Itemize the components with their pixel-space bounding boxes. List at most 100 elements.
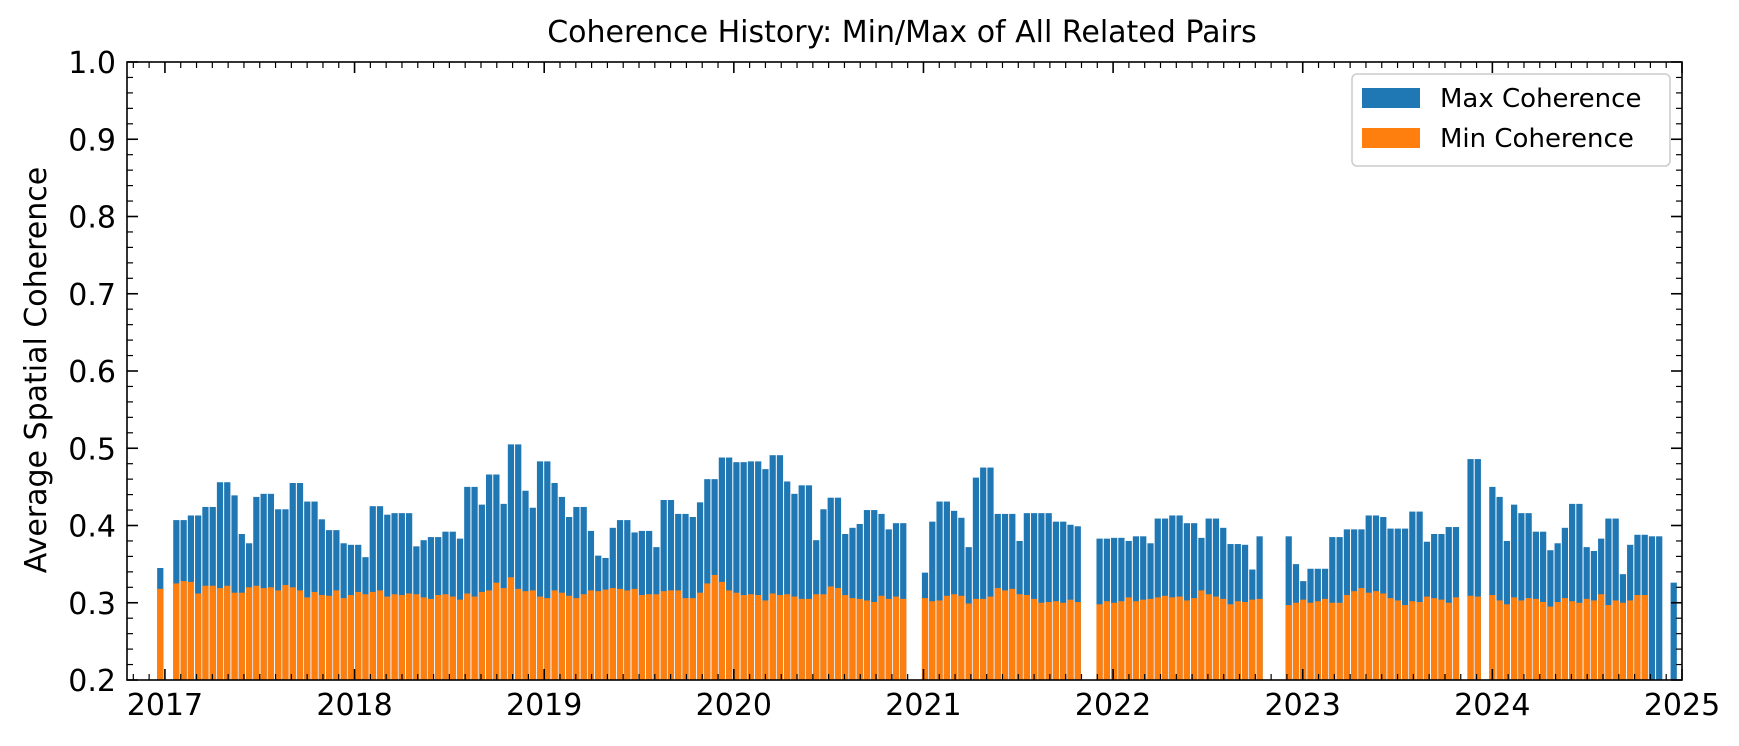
bar-min-192 — [1627, 600, 1634, 680]
bar-min-94 — [849, 598, 856, 680]
bar-min-169 — [1445, 602, 1452, 680]
bar-min-39 — [449, 596, 456, 680]
bar-min-115 — [1016, 594, 1023, 680]
bar-min-181 — [1547, 606, 1554, 680]
bar-max-19 — [304, 501, 311, 680]
bar-max-118 — [1038, 513, 1045, 680]
bar-min-194 — [1641, 595, 1648, 680]
bar-min-55 — [566, 595, 573, 680]
bar-min-180 — [1540, 601, 1547, 680]
bar-min-137 — [1191, 598, 1198, 680]
bar-min-161 — [1387, 598, 1394, 680]
bar-min-68 — [660, 591, 667, 680]
bar-min-41 — [464, 593, 471, 680]
bar-min-64 — [631, 588, 638, 680]
bar-min-44 — [486, 590, 493, 680]
legend-swatch-max — [1362, 88, 1420, 108]
bar-min-164 — [1409, 601, 1416, 680]
bar-min-31 — [391, 594, 398, 680]
bar-min-59 — [595, 591, 602, 680]
bar-min-158 — [1365, 592, 1372, 680]
bar-max-14 — [267, 493, 275, 680]
bar-min-17 — [289, 587, 296, 680]
bar-min-147 — [1285, 605, 1292, 680]
bar-max-111 — [987, 467, 994, 680]
bar-min-91 — [827, 586, 834, 680]
bar-max-184 — [1569, 503, 1576, 680]
chart-title: Coherence History: Min/Max of All Relate… — [547, 15, 1257, 50]
bar-min-25 — [347, 595, 355, 680]
bar-min-13 — [260, 588, 267, 680]
y-tick-label-3: 0.5 — [68, 432, 116, 467]
bar-min-89 — [813, 594, 820, 680]
bar-min-129 — [1132, 601, 1140, 680]
y-tick-label-2: 0.4 — [68, 510, 116, 545]
bar-min-144 — [1241, 601, 1249, 680]
bar-max-189 — [1605, 518, 1612, 680]
bar-max-20 — [311, 501, 318, 680]
bar-max-173 — [1489, 486, 1496, 681]
bar-min-184 — [1569, 601, 1576, 680]
bar-min-82 — [762, 600, 769, 680]
bar-min-135 — [1176, 596, 1183, 680]
bar-max-87 — [798, 485, 805, 680]
bar-min-87 — [798, 598, 805, 680]
x-tick-label-7: 2024 — [1454, 688, 1530, 723]
bar-max-103 — [929, 521, 936, 680]
bar-min-153 — [1329, 602, 1336, 680]
bar-max-82 — [762, 469, 769, 680]
bar-max-71 — [682, 513, 689, 680]
bar-max-73 — [696, 502, 704, 680]
bar-min-116 — [1023, 595, 1030, 680]
bar-min-10 — [238, 592, 245, 680]
bar-min-96 — [863, 600, 871, 680]
y-tick-label-7: 0.9 — [68, 123, 116, 158]
bar-min-107 — [958, 595, 965, 680]
y-tick-label-5: 0.7 — [68, 278, 116, 313]
bar-max-51 — [536, 461, 544, 680]
bar-max-56 — [573, 506, 580, 680]
x-tick-label-1: 2018 — [316, 688, 392, 723]
bar-min-103 — [929, 601, 936, 680]
bar-max-171 — [1467, 459, 1474, 680]
bar-max-77 — [726, 457, 733, 680]
bar-min-131 — [1147, 598, 1154, 680]
bar-min-132 — [1154, 597, 1161, 680]
bar-min-106 — [951, 594, 958, 680]
bar-min-114 — [1009, 588, 1016, 680]
bar-min-52 — [544, 598, 551, 680]
bar-max-57 — [580, 506, 587, 680]
bar-min-20 — [311, 591, 318, 680]
bar-min-77 — [726, 590, 733, 680]
bar-min-92 — [834, 588, 842, 680]
bar-min-118 — [1038, 602, 1045, 680]
bar-min-65 — [638, 595, 645, 680]
y-tick-label-1: 0.3 — [68, 587, 116, 622]
bar-min-172 — [1474, 596, 1481, 680]
bar-min-191 — [1619, 602, 1627, 680]
bar-min-34 — [413, 594, 420, 680]
bar-min-193 — [1634, 595, 1641, 680]
x-tick-label-4: 2021 — [885, 688, 961, 723]
bar-max-79 — [740, 462, 747, 680]
bar-min-62 — [616, 588, 624, 680]
bar-min-152 — [1321, 598, 1329, 680]
bar-max-88 — [805, 485, 813, 680]
bar-min-141 — [1220, 598, 1227, 680]
bar-min-71 — [682, 598, 689, 680]
bar-min-133 — [1161, 595, 1169, 680]
bar-max-163 — [1401, 528, 1409, 680]
bar-max-8 — [224, 482, 231, 680]
bar-min-171 — [1467, 595, 1474, 680]
bar-min-177 — [1518, 600, 1525, 680]
bar-min-57 — [580, 594, 587, 680]
y-tick-label-4: 0.6 — [68, 355, 116, 390]
bar-min-178 — [1525, 598, 1532, 680]
bar-min-51 — [536, 596, 544, 680]
bar-min-95 — [856, 598, 863, 680]
bar-min-162 — [1394, 600, 1401, 680]
bar-min-40 — [456, 599, 464, 680]
bar-max-190 — [1612, 518, 1619, 680]
bar-min-76 — [718, 581, 725, 680]
